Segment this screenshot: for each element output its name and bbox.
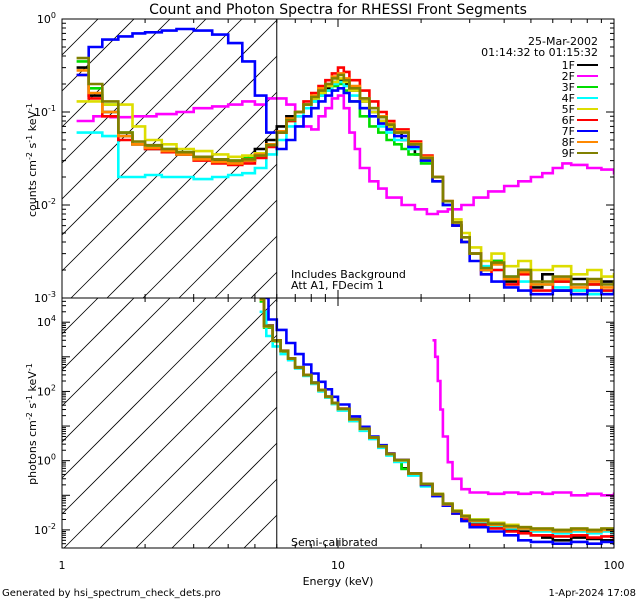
y-tick-label: 10-2 [34,197,56,212]
hatch-line [142,163,278,298]
time-range-label: 01:14:32 to 01:15:32 [481,46,598,59]
series-1f-photons [259,298,614,542]
hatch-line [62,298,243,479]
hatch-line [62,298,207,443]
counts-hatch-region [62,19,278,298]
legend-entry-6f: 6F [562,114,598,127]
series-7f-counts [76,27,614,296]
counts-y-axis-label: counts cm-2 s-1 keV-1 [25,103,39,217]
series-2f-photons [432,339,614,497]
series-2f-counts [76,94,614,216]
series-7f-photons [264,298,614,545]
legend-label-5f: 5F [562,103,575,116]
counts-plot-frame [61,18,615,299]
photons-y-axis-label: photons cm-2 s-1 keV-1 [25,363,39,485]
y-tick-label: 102 [37,383,56,398]
hatch-line [62,19,99,56]
photons-hatch-region [62,298,278,548]
hatch-line [135,406,278,548]
semi-calibrated-note: Semi-calibrated [291,536,378,549]
hatch-line [62,19,207,164]
y-tick-label: 100 [37,453,56,468]
x-tick-label: 1 [59,559,66,572]
x-axis-label: Energy (keV) [303,575,374,588]
legend-entry-3f: 3F [562,81,598,94]
y-tick-label: 100 [37,11,56,26]
hatch-line [250,271,278,298]
hatch-line [62,298,278,515]
legend-label-1f: 1F [562,59,575,72]
legend-entry-7f: 7F [562,125,598,138]
legend-label-9f: 9F [562,147,575,160]
hatch-line [243,514,278,548]
legend-entry-2f: 2F [562,70,598,83]
hatch-line [171,442,278,548]
hatch-line [62,19,171,128]
legend-label-8f: 8F [562,136,575,149]
series-6f-photons [259,298,614,539]
legend-label-4f: 4F [562,92,575,105]
hatch-line [62,55,278,272]
photons-panel: 10-2 100 102 104 Semi-calibrated photons cm… [25,297,615,549]
legend-label-2f: 2F [562,70,575,83]
x-tick-label: 100 [604,559,625,572]
series-6f-counts [76,66,614,296]
counts-y-axis: 10-3 10-2 10-1 100 [34,11,614,305]
hatch-line [62,298,135,371]
series-1f-counts [76,66,614,296]
legend-entry-9f: 9F [562,147,598,160]
attenuator-note: Att A1, FDecim 1 [291,279,384,292]
x-tick-labels: 1 10 100 [59,559,625,572]
photons-series-group [259,298,614,545]
counts-series-group [76,27,614,296]
hatch-line [62,19,243,200]
footer-generator: Generated by hsi_spectrum_check_dets.pro [2,588,221,599]
y-tick-label: 10-2 [34,522,56,537]
legend-label-6f: 6F [562,114,575,127]
y-tick-label: 10-1 [34,104,56,119]
counts-panel: 10-3 10-2 10-1 100 25-Mar-2002 01:14:32 to … [25,11,615,305]
legend-label-3f: 3F [562,81,575,94]
hatch-line [178,199,278,298]
hatch-line [62,298,171,407]
legend-label-7f: 7F [562,125,575,138]
hatch-line [207,478,278,548]
legend-entry-1f: 1F [562,59,598,72]
y-tick-label: 104 [37,314,56,329]
series-9f-counts [76,56,614,286]
hatch-line [70,91,278,298]
legend-entry-5f: 5F [562,103,598,116]
hatch-line [99,370,278,548]
hatch-line [214,235,278,298]
chart-title: Count and Photon Spectra for RHESSI Fron… [149,2,527,18]
photons-plot-frame [61,297,615,549]
date-label: 25-Mar-2002 [528,35,598,48]
photons-x-ticks [61,298,602,548]
legend-entry-4f: 4F [562,92,598,105]
legend-entry-8f: 8F [562,136,598,149]
hatch-line [62,298,99,335]
hatch-line [63,334,278,548]
legend: 1F 2F 3F 4F 5F 6F [562,59,598,160]
counts-x-ticks [61,19,602,298]
series-4f-photons [259,310,614,535]
photons-y-axis: 10-2 100 102 104 [34,297,614,549]
footer-timestamp: 1-Apr-2024 17:08 [549,588,636,599]
x-tick-label: 10 [331,559,345,572]
hatch-line [62,19,135,92]
series-9f-photons [259,298,614,532]
background-note: Includes Background [291,268,406,281]
y-tick-label: 10-3 [34,290,56,305]
hatch-line [62,19,278,236]
